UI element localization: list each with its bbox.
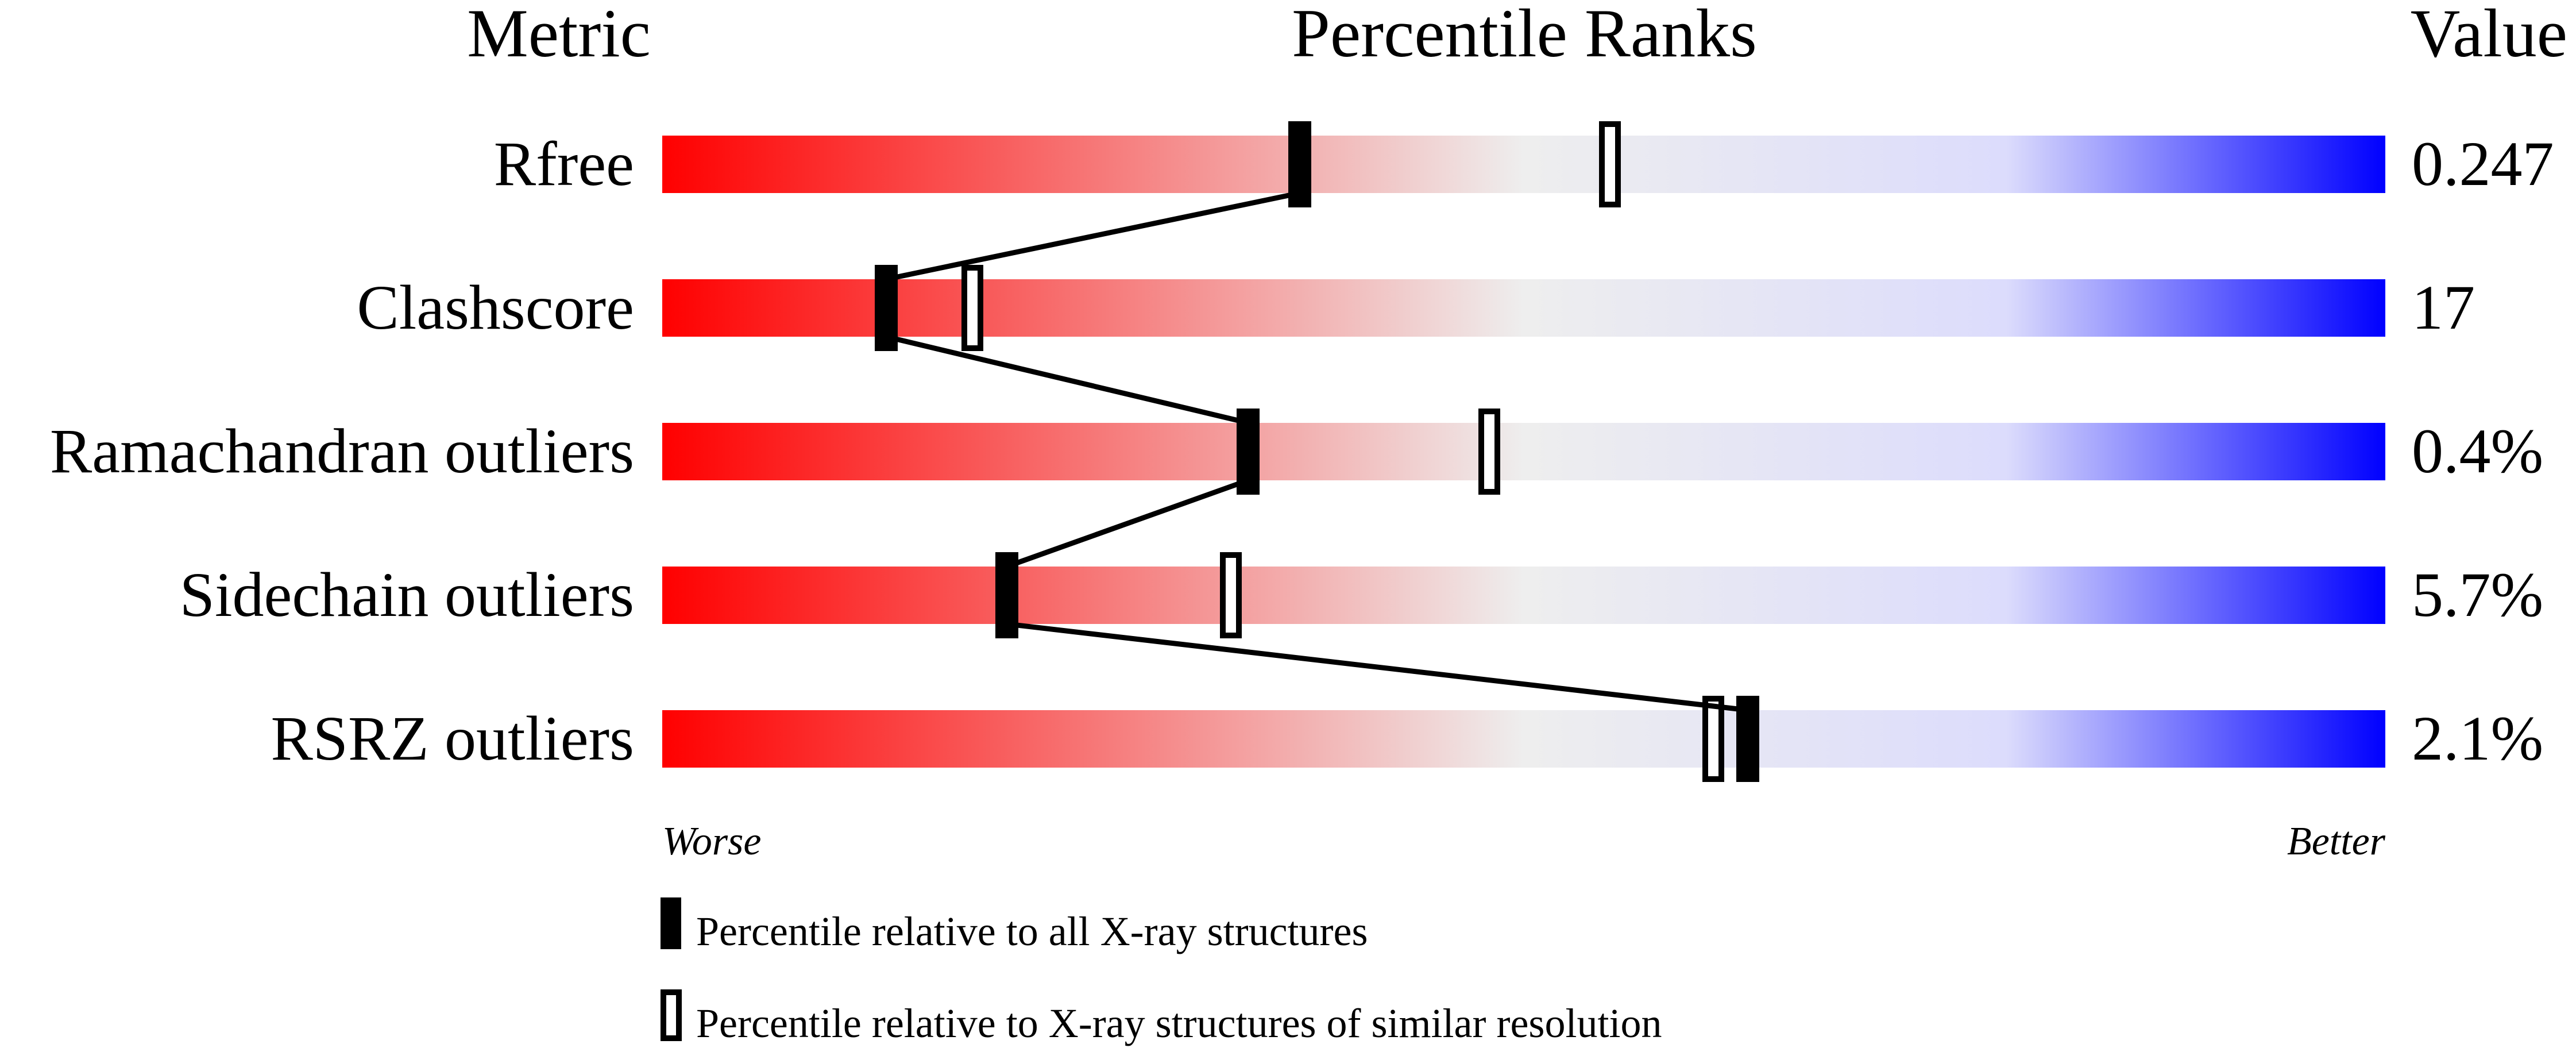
metric-row: Sidechain outliers 5.7% [180,552,2543,638]
marker-all-structures [875,265,898,351]
metric-label: Sidechain outliers [180,560,634,630]
metric-value: 5.7% [2412,560,2543,630]
metric-label: Ramachandran outliers [50,416,634,486]
metric-value: 0.4% [2412,416,2543,486]
metric-value: 17 [2412,272,2475,342]
marker-all-structures [1736,696,1759,782]
header-value: Value [2411,0,2567,71]
connector-line [1006,477,1249,569]
legend-similar-label: Percentile relative to X-ray structures … [696,1000,1662,1046]
axis-worse-label: Worse [662,819,761,864]
marker-similar-resolution [1478,409,1500,495]
legend-all-label: Percentile relative to all X-ray structu… [696,908,1368,954]
metric-label: Clashscore [357,272,634,342]
metric-value: 0.247 [2412,129,2554,199]
connector-line [886,190,1300,282]
marker-all-structures [1288,121,1311,207]
connector-line [1006,621,1748,713]
marker-similar-resolution [1702,696,1724,782]
percentile-bar [662,279,2385,337]
legend-hollow-marker-icon [661,989,682,1041]
percentile-bar [662,136,2385,193]
marker-similar-resolution [1599,121,1621,207]
header-metric: Metric [467,0,651,71]
connector-line [885,334,1249,426]
metric-row: Ramachandran outliers 0.4% [50,409,2543,495]
percentile-bar [662,567,2385,624]
marker-all-structures [995,552,1018,638]
metric-value: 2.1% [2412,703,2543,773]
marker-similar-resolution [961,265,983,351]
legend-filled-marker-icon [661,897,681,949]
metric-label: Rfree [494,129,634,199]
metric-row: RSRZ outliers 2.1% [271,696,2543,782]
marker-all-structures [1237,409,1260,495]
axis-better-label: Better [2287,819,2386,864]
percentile-bar [662,423,2385,480]
metric-row: Rfree 0.247 [494,121,2554,207]
rows: Rfree 0.247 Clashscore 17 Ramachandran outli… [50,121,2554,782]
header-percentile-ranks: Percentile Ranks [1292,0,1757,71]
marker-similar-resolution [1220,552,1242,638]
metric-label: RSRZ outliers [271,703,634,773]
metric-row: Clashscore 17 [357,265,2475,351]
percentile-bar [662,710,2385,768]
